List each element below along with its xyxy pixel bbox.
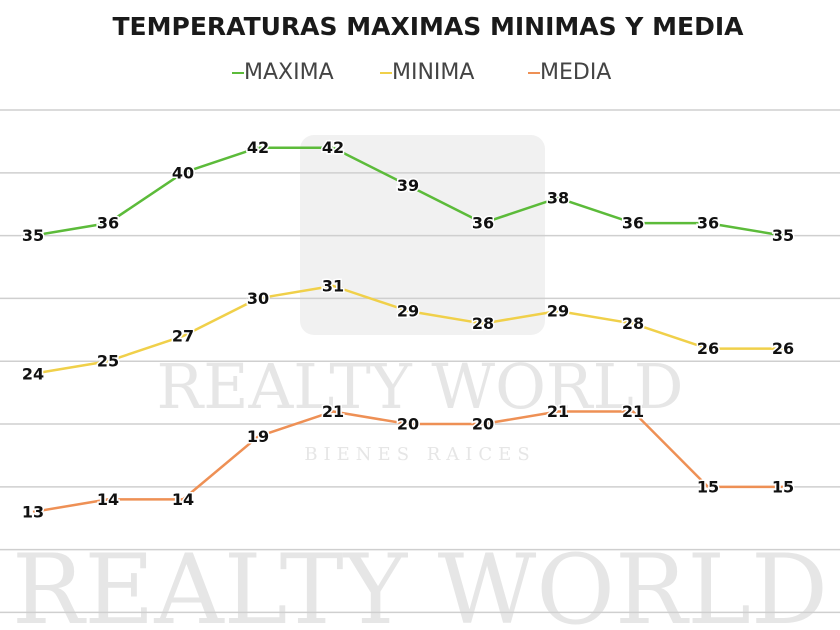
data-label: 26 <box>772 339 794 358</box>
data-label: 15 <box>772 477 794 496</box>
data-label: 38 <box>547 188 569 207</box>
data-label: 40 <box>172 163 194 182</box>
chart-title: TEMPERATURAS MAXIMAS MINIMAS Y MEDIA <box>113 12 745 41</box>
data-label: 29 <box>547 301 569 320</box>
data-label: 28 <box>622 314 644 333</box>
data-label: 21 <box>622 402 644 421</box>
data-label: 15 <box>697 477 719 496</box>
data-label: 13 <box>22 502 44 521</box>
legend-label: MINIMA <box>392 60 474 85</box>
data-label: 39 <box>397 176 419 195</box>
data-label: 24 <box>22 364 44 383</box>
data-label: 14 <box>172 490 194 509</box>
series-line <box>32 284 783 376</box>
data-label: 42 <box>322 138 344 157</box>
legend-label: MAXIMA <box>244 60 334 85</box>
series-line <box>32 146 784 237</box>
data-label: 36 <box>622 214 644 233</box>
data-label: 36 <box>697 214 719 233</box>
data-label: 31 <box>322 276 344 295</box>
watermark-brand: REALTY WORLD <box>12 534 828 630</box>
data-label: 30 <box>247 289 269 308</box>
data-label: 35 <box>772 226 794 245</box>
watermark: REALTY WORLD BIENES RAICES REALTY WORLD <box>12 135 828 630</box>
data-label: 36 <box>472 214 494 233</box>
watermark-tagline: BIENES RAICES <box>304 444 535 465</box>
data-label: 35 <box>22 226 44 245</box>
legend-label: MEDIA <box>540 60 611 85</box>
data-label: 20 <box>397 415 419 434</box>
data-label: 42 <box>247 138 269 157</box>
data-label: 29 <box>397 301 419 320</box>
data-label: 19 <box>247 427 269 446</box>
data-label: 28 <box>472 314 494 333</box>
data-label: 14 <box>97 490 119 509</box>
data-label: 26 <box>697 339 719 358</box>
data-label: 21 <box>322 402 344 421</box>
data-label: 27 <box>172 327 194 346</box>
series-line <box>32 410 783 514</box>
data-label: 20 <box>472 415 494 434</box>
data-label: 36 <box>97 214 119 233</box>
data-label: 21 <box>547 402 569 421</box>
data-label: 25 <box>97 352 119 371</box>
